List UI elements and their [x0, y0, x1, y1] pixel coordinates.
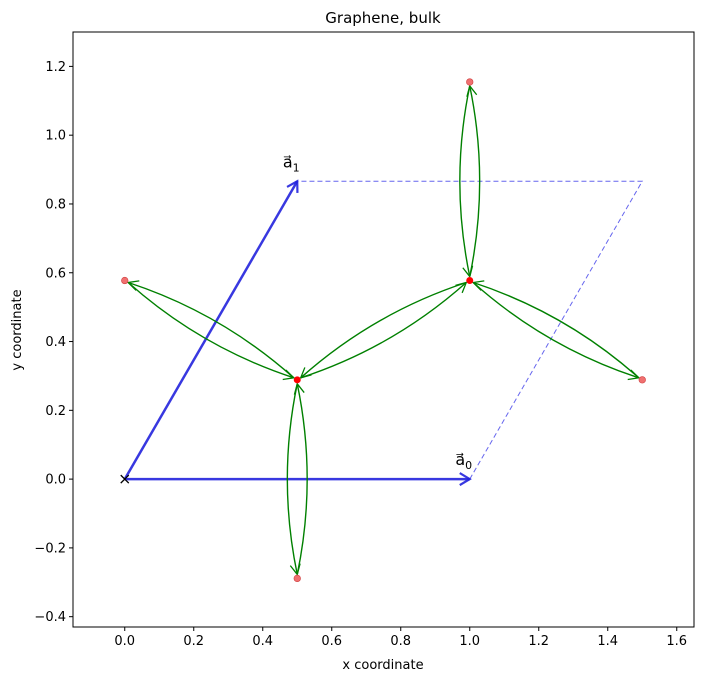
bond-arrow: [297, 384, 308, 575]
vector-label: a⃗1: [283, 152, 300, 174]
x-tick-label: 1.6: [666, 634, 687, 649]
vector-label: a⃗0: [455, 450, 472, 472]
chart-title: Graphene, bulk: [325, 9, 441, 27]
bond-arrow: [128, 283, 295, 379]
y-tick-label: 0.2: [45, 404, 66, 419]
unit-cell: [297, 180, 644, 480]
y-axis-label: y coordinate: [10, 289, 25, 370]
x-tick-label: 0.2: [183, 634, 204, 649]
x-axis-label: x coordinate: [342, 658, 423, 673]
x-tick-label: 0.6: [321, 634, 342, 649]
bond-arrow: [470, 86, 481, 277]
vector-index: 0: [465, 459, 472, 472]
bond-arrow: [472, 281, 639, 378]
bond-arrow: [301, 281, 467, 378]
bond-arrow: [127, 281, 294, 378]
y-tick-label: 0.8: [45, 197, 66, 212]
x-tick-label: 1.4: [597, 634, 618, 649]
y-tick-label: 0.4: [45, 335, 66, 350]
site: [293, 376, 301, 384]
bond-arrow: [459, 85, 470, 277]
image-site: [466, 78, 474, 86]
x-tick-label: 1.0: [459, 634, 480, 649]
image-site: [121, 276, 129, 285]
site: [466, 277, 474, 285]
image-site: [293, 574, 301, 583]
bond-arrow: [286, 383, 297, 575]
x-tick-label: 0.0: [114, 634, 135, 649]
lattice-vector: [123, 181, 298, 480]
y-tick-label: 1.0: [45, 129, 66, 144]
vector-index: 1: [293, 161, 300, 174]
bond-arrow: [473, 283, 640, 379]
x-tick-label: 0.8: [390, 634, 411, 649]
y-tick-label: −0.2: [34, 541, 66, 556]
y-tick-label: 1.2: [45, 60, 66, 75]
y-tick-label: 0.0: [45, 473, 66, 488]
plot-area: [72, 31, 695, 628]
origin-marker: [120, 474, 130, 484]
y-tick-label: 0.6: [45, 266, 66, 281]
bond-arrow: [300, 283, 467, 379]
vector-symbol: a⃗: [455, 450, 465, 469]
x-tick-label: 1.2: [528, 634, 549, 649]
image-site: [638, 376, 646, 384]
vector-symbol: a⃗: [283, 152, 293, 171]
y-tick-label: −0.4: [34, 610, 66, 625]
x-tick-label: 0.4: [252, 634, 273, 649]
